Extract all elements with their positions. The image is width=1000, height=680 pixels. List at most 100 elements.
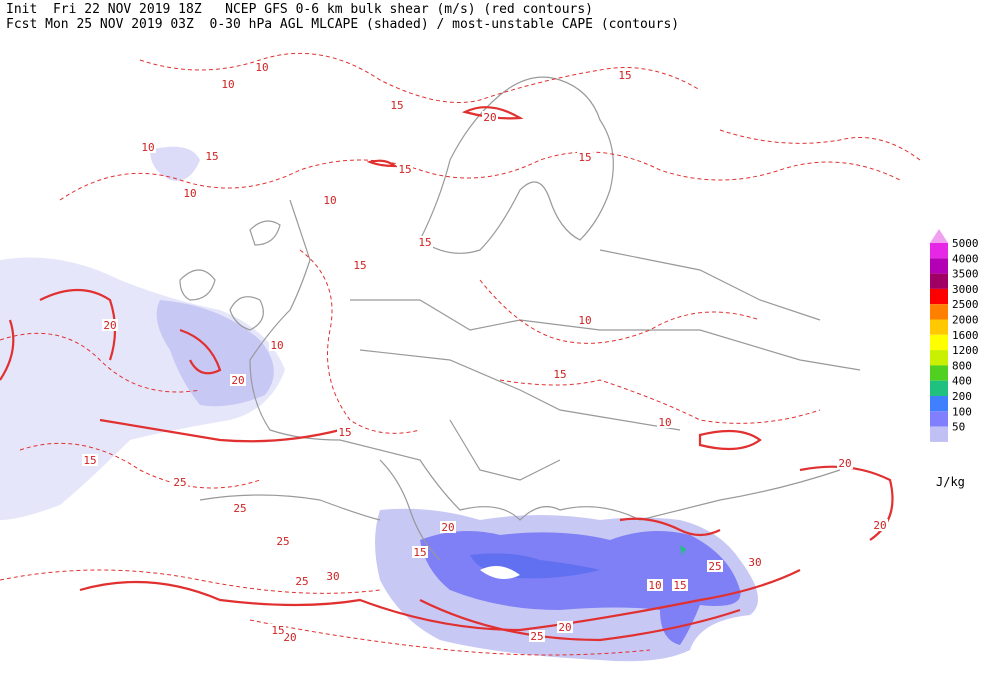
contour-label-bg	[172, 476, 188, 488]
legend-swatch	[930, 396, 948, 412]
contour-label: 10	[141, 141, 154, 154]
contour-label: 10	[323, 194, 336, 207]
contour-label: 15	[83, 454, 96, 467]
contour-label-bg	[182, 187, 198, 199]
contour-label: 25	[295, 575, 308, 588]
contour-label: 25	[276, 535, 289, 548]
legend-swatch	[930, 319, 948, 335]
contour-label-bg	[552, 368, 568, 380]
contour-label: 15	[413, 546, 426, 559]
contour-label-bg	[352, 259, 368, 271]
legend-arrow	[930, 229, 948, 243]
contour-label-bg	[254, 61, 270, 73]
legend-swatch	[930, 304, 948, 320]
coastlines	[179, 76, 861, 561]
contour-label-bg	[204, 150, 220, 162]
contour-label-bg	[337, 426, 353, 438]
contour-label-bg	[417, 236, 433, 248]
contour-label: 20	[231, 374, 244, 387]
contour-label: 20	[283, 631, 296, 644]
legend-unit: J/kg	[936, 475, 965, 489]
contour-label-bg	[837, 457, 853, 469]
legend-swatch	[930, 243, 948, 259]
contour-label: 15	[205, 150, 218, 163]
legend-level: 2500	[952, 298, 979, 311]
cape-shading	[0, 146, 758, 662]
contour-label: 10	[221, 78, 234, 91]
contour-label: 15	[553, 368, 566, 381]
contour-label-bg	[275, 535, 291, 547]
contour-label: 20	[558, 621, 571, 634]
contour-label: 15	[578, 151, 591, 164]
legend-level: 200	[952, 390, 972, 403]
legend-level: 400	[952, 375, 972, 388]
contour-label: 25	[173, 476, 186, 489]
contour-label: 15	[353, 259, 366, 272]
legend-level: 2000	[952, 314, 979, 327]
legend-swatch	[930, 258, 948, 274]
contour-label-bg	[220, 78, 236, 90]
legend-level: 5000	[952, 237, 979, 250]
legend-swatch	[930, 350, 948, 366]
shear-contours	[0, 52, 921, 656]
contour-label: 10	[648, 579, 661, 592]
contour-label: 20	[483, 111, 496, 124]
legend-level: 4000	[952, 252, 979, 265]
contour-label-bg	[440, 521, 456, 533]
contour-label: 20	[838, 457, 851, 470]
legend-level: 3500	[952, 268, 979, 281]
contour-label-bg	[232, 502, 248, 514]
contour-label-bg	[747, 556, 763, 568]
contour-label: 10	[183, 187, 196, 200]
legend-level: 1600	[952, 329, 979, 342]
contour-label: 30	[748, 556, 761, 569]
contour-label: 15	[673, 579, 686, 592]
contour-label-bg	[270, 624, 286, 636]
contour-label: 25	[530, 630, 543, 643]
legend-swatch	[930, 365, 948, 381]
legend-swatch	[930, 334, 948, 351]
contour-label-bg	[294, 575, 310, 587]
contour-label-bg	[529, 630, 545, 642]
contour-label-bg	[872, 519, 888, 531]
contour-label-bg	[707, 560, 723, 572]
contour-label: 30	[326, 570, 339, 583]
header-line: Fcst Mon 25 NOV 2019 03Z 0-30 hPa AGL ML…	[6, 17, 680, 32]
contour-label: 10	[578, 314, 591, 327]
contour-label-bg	[230, 374, 246, 386]
contour-label-bg	[269, 339, 285, 351]
contour-label: 10	[658, 416, 671, 429]
contour-label-bg	[577, 151, 593, 163]
legend-level: 50	[952, 421, 965, 434]
contour-label-bg	[557, 621, 573, 633]
contour-label: 15	[398, 163, 411, 176]
contour-label-bg	[577, 314, 593, 326]
legend-swatch	[930, 380, 948, 396]
contour-label-bg	[672, 579, 688, 591]
contour-label: 15	[418, 236, 431, 249]
contour-label: 15	[271, 624, 284, 637]
legend-swatch	[930, 411, 948, 427]
contour-label-bg	[322, 194, 338, 206]
contour-label-bg	[102, 319, 118, 331]
contour-label-bg	[617, 69, 633, 81]
header-line: Init Fri 22 NOV 2019 18Z NCEP GFS 0-6 km…	[6, 2, 593, 17]
contour-label: 15	[338, 426, 351, 439]
legend-swatch	[930, 426, 948, 442]
legend-swatch	[930, 273, 948, 289]
legend-level: 3000	[952, 283, 979, 296]
contour-label: 15	[618, 69, 631, 82]
contour-label: 20	[441, 521, 454, 534]
legend-level: 1200	[952, 344, 979, 357]
contour-label: 20	[103, 319, 116, 332]
contour-label: 10	[270, 339, 283, 352]
contour-label: 25	[233, 502, 246, 515]
legend-level: 100	[952, 405, 972, 418]
contour-label: 20	[873, 519, 886, 532]
contour-label-bg	[82, 454, 98, 466]
contour-label-bg	[140, 141, 156, 153]
contour-label-bg	[389, 99, 405, 111]
contour-label: 10	[255, 61, 268, 74]
